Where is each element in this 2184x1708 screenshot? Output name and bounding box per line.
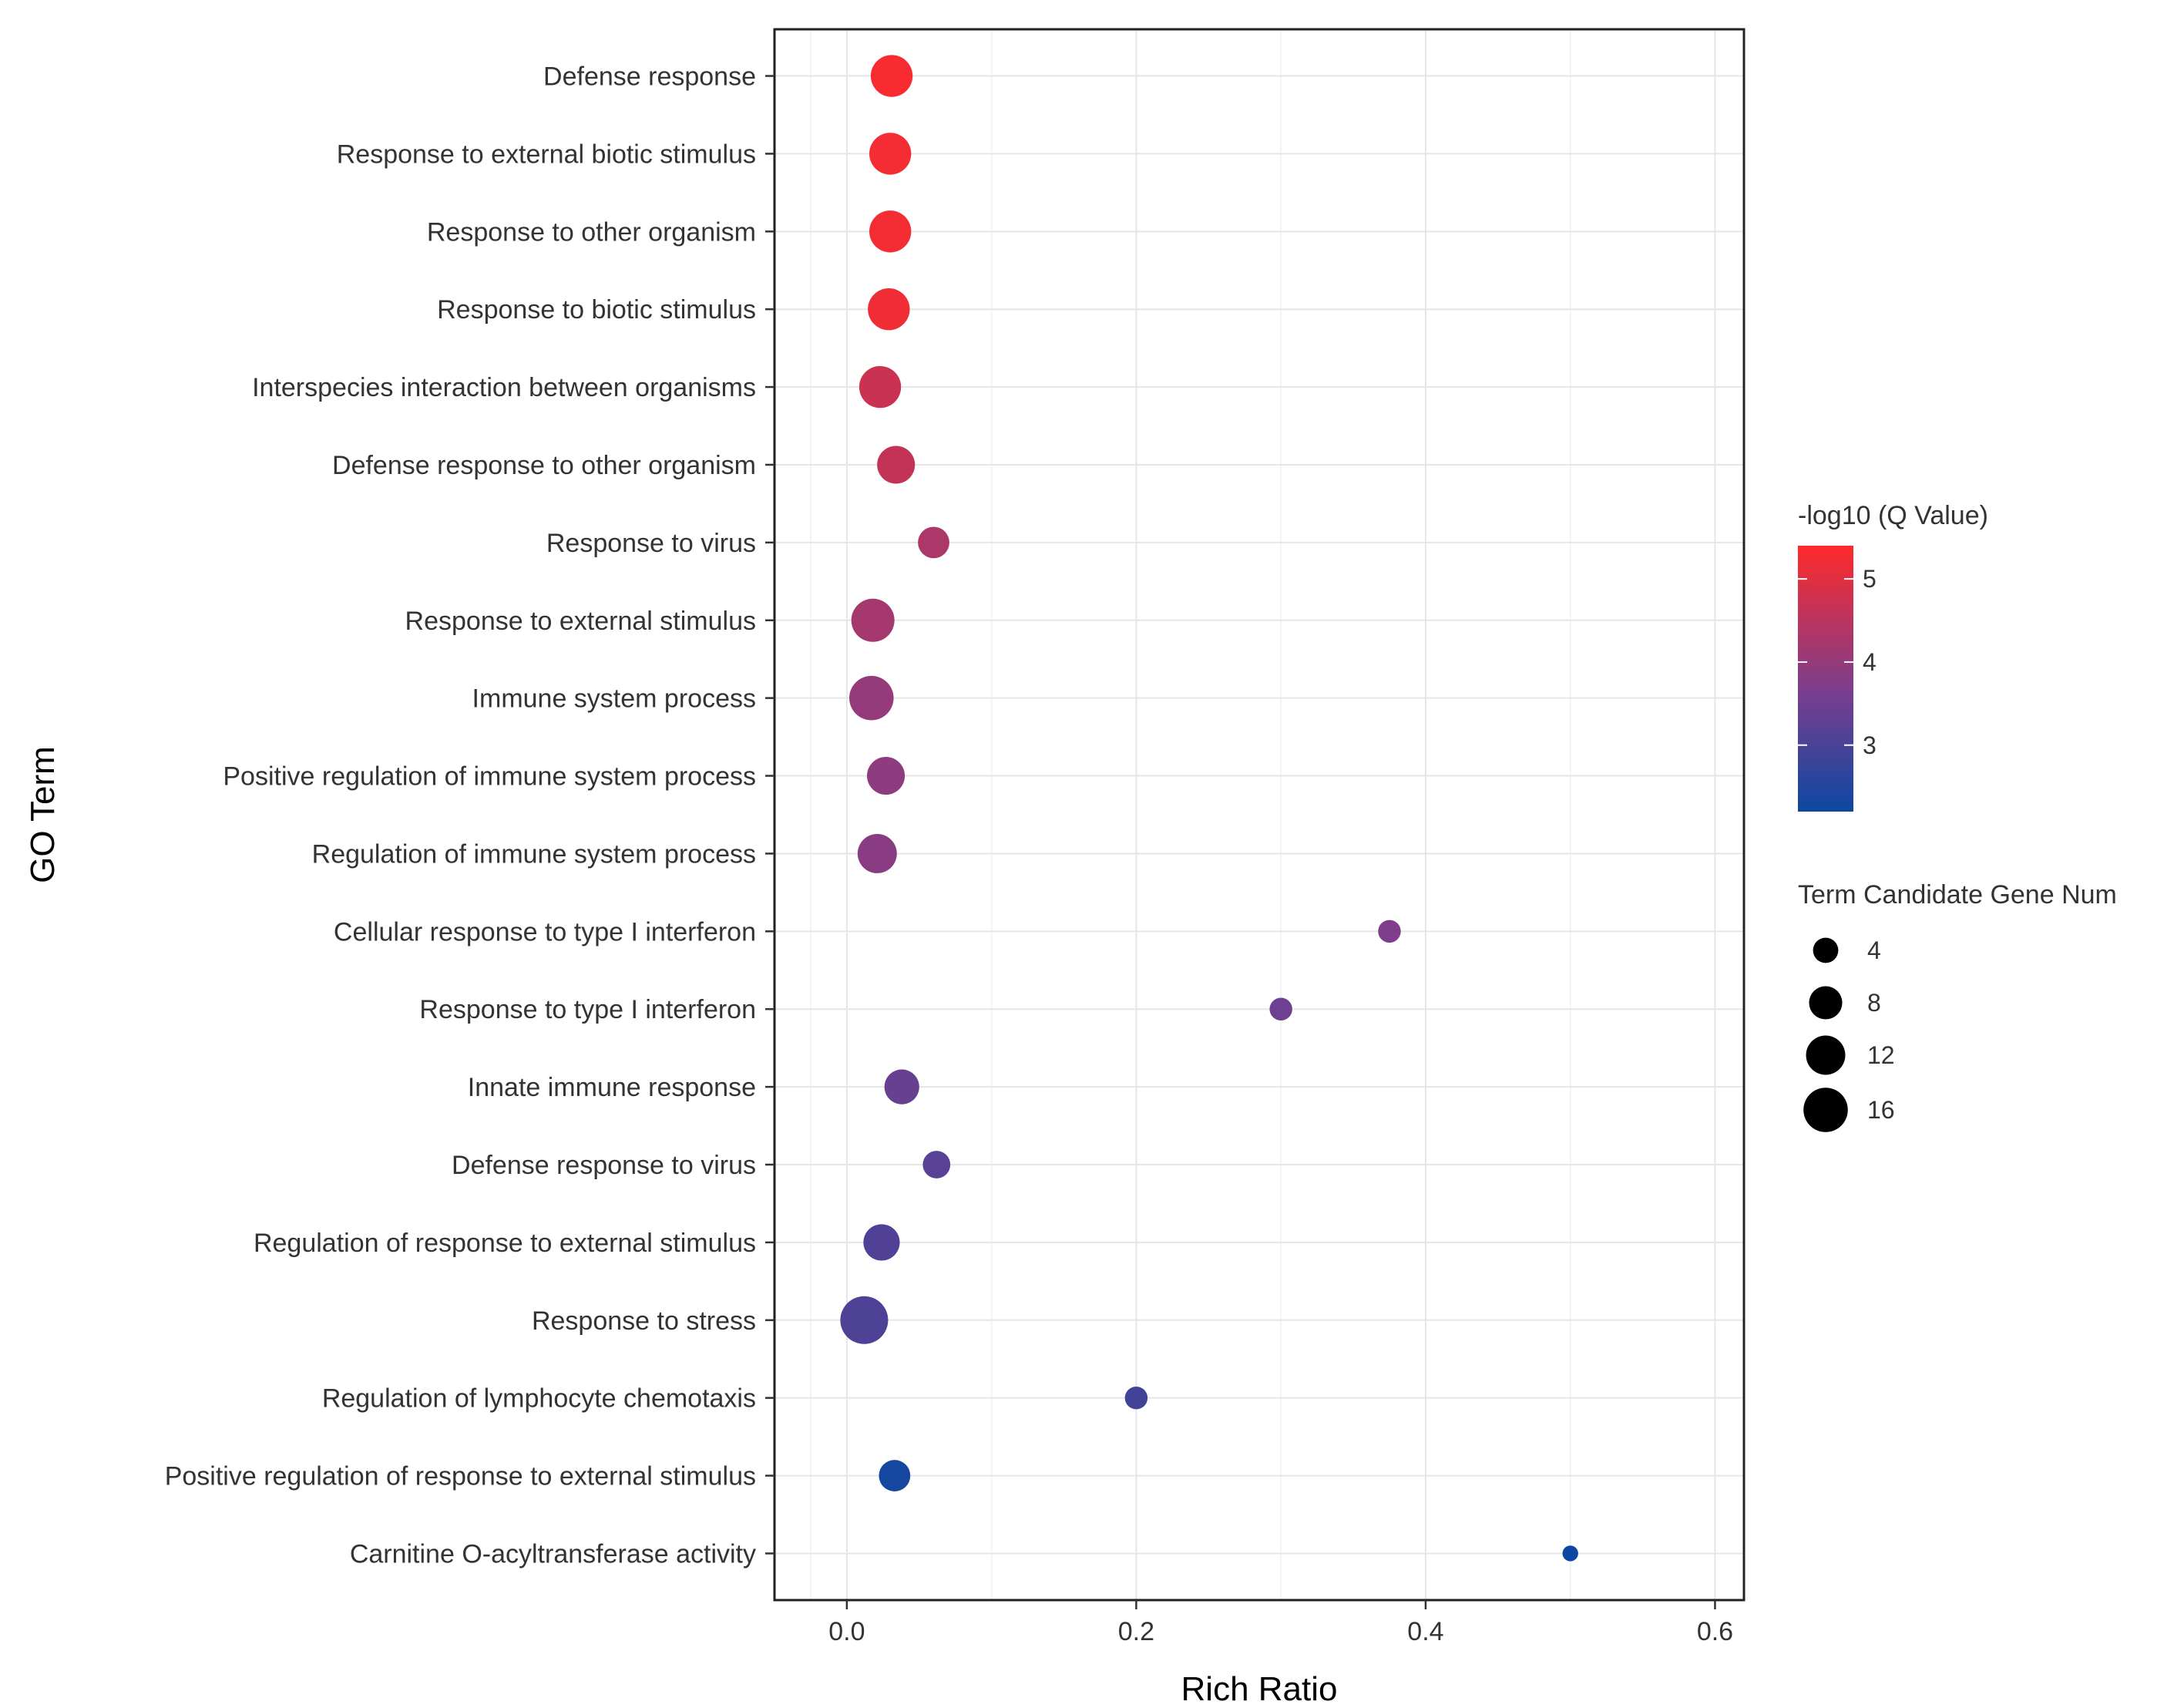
x-axis: 0.0 0.2 0.4 0.6 [828, 1600, 1733, 1646]
plot-panel [773, 28, 1746, 1602]
y-tick-label: Immune system process [472, 684, 756, 714]
y-tick-label: Defense response to other organism [332, 451, 756, 480]
data-point [863, 1224, 900, 1261]
y-tick-label: Response to external stimulus [405, 607, 756, 636]
y-tick-label: Response to biotic stimulus [437, 295, 756, 324]
data-point [922, 1151, 951, 1178]
color-legend: -log10 (Q Value) 3 4 5 [1798, 501, 1988, 812]
data-point [857, 833, 897, 873]
color-legend-ticks: 3 4 5 [1798, 565, 1877, 759]
size-legend-label: 16 [1867, 1096, 1895, 1124]
data-point [870, 55, 913, 97]
y-tick-label: Carnitine O-acyltransferase activity [350, 1539, 756, 1568]
data-point [1269, 997, 1292, 1020]
x-tick-label: 0.4 [1407, 1617, 1443, 1646]
color-legend-label: 5 [1863, 565, 1877, 593]
y-axis: Defense response Response to external bio… [165, 62, 774, 1568]
data-point [1562, 1545, 1578, 1562]
color-legend-title: -log10 (Q Value) [1798, 501, 1988, 530]
data-point [840, 1296, 889, 1344]
size-legend: Term Candidate Gene Num 4 8 12 16 [1798, 880, 2117, 1132]
y-tick-label: Innate immune response [468, 1073, 756, 1102]
data-point [867, 757, 906, 795]
y-axis-title: GO Term [24, 746, 62, 883]
data-point [884, 1069, 919, 1104]
y-tick-label: Response to stress [532, 1306, 756, 1336]
gridlines [774, 29, 1744, 1600]
y-tick-label: Positive regulation of response to exter… [165, 1462, 756, 1491]
y-tick-label: Regulation of immune system process [312, 839, 756, 869]
size-legend-items: 4 8 12 16 [1803, 936, 1895, 1132]
y-tick-label: Response to other organism [427, 217, 756, 247]
data-point [879, 1460, 911, 1491]
size-legend-dot [1803, 1088, 1848, 1132]
y-tick-label: Interspecies interaction between organis… [252, 373, 756, 402]
data-point [868, 288, 910, 331]
y-tick-label: Defense response to virus [452, 1151, 756, 1180]
size-legend-dot [1809, 986, 1843, 1020]
color-legend-label: 4 [1863, 648, 1877, 676]
size-legend-label: 4 [1867, 936, 1881, 964]
y-tick-label: Response to external biotic stimulus [337, 140, 756, 169]
x-tick-label: 0.0 [828, 1617, 865, 1646]
size-legend-dot [1806, 1035, 1846, 1075]
y-tick-label: Positive regulation of immune system pro… [223, 762, 756, 792]
data-point [877, 445, 916, 484]
data-point [918, 526, 949, 559]
data-point [1124, 1386, 1148, 1410]
color-legend-bar [1798, 546, 1853, 812]
y-tick-label: Regulation of response to external stimu… [254, 1229, 756, 1258]
y-tick-label: Response to type I interferon [419, 995, 756, 1024]
data-point [869, 210, 912, 253]
size-legend-label: 8 [1867, 989, 1881, 1017]
data-point [849, 675, 894, 721]
data-point [851, 598, 895, 642]
data-point [858, 365, 902, 409]
x-axis-title: Rich Ratio [1181, 1670, 1338, 1708]
y-tick-label: Response to virus [546, 529, 756, 558]
color-legend-label: 3 [1863, 731, 1877, 759]
size-legend-dot [1813, 937, 1839, 963]
data-point [869, 133, 912, 175]
x-tick-label: 0.2 [1118, 1617, 1154, 1646]
y-tick-label: Cellular response to type I interferon [334, 917, 756, 946]
y-tick-label: Defense response [543, 62, 756, 92]
size-legend-title: Term Candidate Gene Num [1798, 880, 2117, 909]
data-point [1378, 920, 1401, 943]
x-tick-label: 0.6 [1697, 1617, 1733, 1646]
data-points [840, 55, 1578, 1562]
y-tick-label: Regulation of lymphocyte chemotaxis [322, 1384, 756, 1414]
size-legend-label: 12 [1867, 1041, 1895, 1069]
